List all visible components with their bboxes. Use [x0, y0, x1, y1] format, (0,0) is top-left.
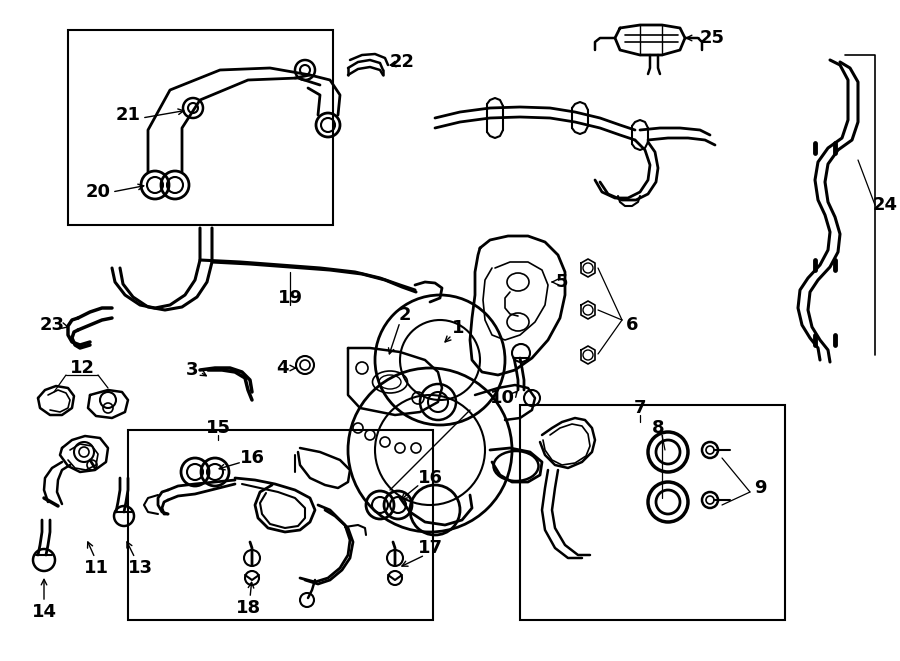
Text: 24: 24: [872, 196, 897, 214]
Bar: [520, 405, 785, 620]
Text: 11: 11: [84, 559, 109, 577]
Text: 14: 14: [32, 603, 57, 621]
Text: 21: 21: [115, 106, 140, 124]
Text: 16: 16: [239, 449, 265, 467]
Text: 23: 23: [40, 316, 65, 334]
Text: 18: 18: [236, 599, 261, 617]
Text: 3: 3: [185, 361, 198, 379]
Text: 8: 8: [652, 419, 664, 437]
Text: 20: 20: [86, 183, 111, 201]
Text: 22: 22: [390, 53, 415, 71]
Text: 10: 10: [490, 389, 515, 407]
Text: 19: 19: [277, 289, 302, 307]
Text: 12: 12: [69, 359, 94, 377]
Text: 7: 7: [634, 399, 646, 417]
Text: 13: 13: [128, 559, 152, 577]
Text: 17: 17: [418, 539, 443, 557]
Bar: [68, 30, 333, 225]
Text: 9: 9: [754, 479, 766, 497]
Bar: [128, 430, 433, 620]
Text: 25: 25: [699, 29, 725, 47]
Text: 2: 2: [399, 306, 411, 324]
Text: 6: 6: [626, 316, 638, 334]
Text: 15: 15: [205, 419, 230, 437]
Text: 4: 4: [275, 359, 288, 377]
Text: 16: 16: [418, 469, 443, 487]
Text: 5: 5: [556, 273, 568, 291]
Text: 1: 1: [452, 319, 464, 337]
